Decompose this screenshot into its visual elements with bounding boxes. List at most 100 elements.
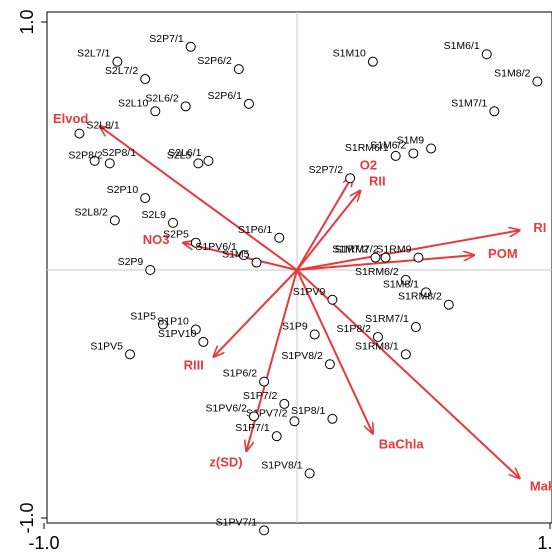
- site-label: S2P10: [107, 184, 139, 196]
- site-label: S1P8/1: [291, 405, 326, 417]
- vector-label: Elvod: [53, 111, 88, 126]
- site-label: S1RM8/1: [355, 340, 399, 352]
- site-point: [279, 398, 290, 409]
- site-point: [140, 193, 151, 204]
- site-label: S2P7/1: [149, 33, 184, 45]
- site-label: S2L9: [141, 209, 166, 221]
- vector-label: BaChla: [379, 437, 425, 452]
- site-label: S1P6/2: [223, 368, 258, 380]
- vector-arrow-rii: [296, 191, 360, 271]
- site-label: S1PV5: [90, 340, 123, 352]
- site-label: S1M7/1: [451, 97, 487, 109]
- y-tick-label: 1.0: [17, 9, 37, 34]
- site-point: [327, 413, 338, 424]
- vector-label: RIII: [184, 357, 204, 372]
- site-point: [259, 525, 270, 536]
- site-label: S2P5: [163, 229, 189, 241]
- site-label: S2P8/2: [68, 149, 103, 161]
- site-point: [489, 106, 500, 117]
- site-label: S1RM7/2: [335, 244, 379, 256]
- site-label: S2L7/2: [105, 65, 138, 77]
- site-point: [125, 349, 136, 360]
- site-point: [233, 64, 244, 75]
- site-label: S1M5: [222, 249, 250, 261]
- site-point: [271, 431, 282, 442]
- site-point: [238, 250, 249, 261]
- site-point: [367, 56, 378, 67]
- site-label: S1M6/1: [444, 40, 480, 52]
- site-label: S1RM9: [376, 244, 411, 256]
- site-label: S1RM6/2: [355, 266, 399, 278]
- site-label: S1P6/1: [238, 224, 273, 236]
- site-label: S2L5: [167, 149, 192, 161]
- site-point: [372, 331, 383, 342]
- vector-label: RI: [533, 220, 546, 235]
- site-label: S2P6/2: [197, 55, 232, 67]
- site-point: [203, 155, 214, 166]
- site-point: [345, 173, 356, 184]
- site-point: [309, 329, 320, 340]
- vector-label: z(SD): [209, 455, 242, 470]
- site-label: S1RM7/1: [365, 313, 409, 325]
- site-point: [140, 74, 151, 85]
- site-point: [243, 98, 254, 109]
- site-point: [157, 319, 168, 330]
- site-label: S1P5: [130, 311, 156, 323]
- vector-label: RII: [369, 173, 386, 188]
- site-point: [532, 76, 543, 87]
- site-label: S1P9: [282, 320, 308, 332]
- site-label: S1P10: [157, 316, 189, 328]
- x-tick-label: 1.0: [537, 533, 552, 553]
- vector-label: O2: [360, 157, 377, 172]
- site-point: [400, 274, 411, 285]
- site-label: S2L8/2: [75, 206, 108, 218]
- site-label: S1PV6/2: [206, 402, 248, 414]
- vector-arrow-bachla: [296, 269, 373, 434]
- site-label: S1PV7/1: [216, 516, 258, 528]
- site-label: S1M8/2: [494, 68, 530, 80]
- site-label: S1M6/2: [370, 139, 406, 151]
- site-point: [324, 359, 335, 370]
- site-point: [104, 158, 115, 169]
- site-label: S1RM8/2: [398, 291, 442, 303]
- site-point: [190, 324, 201, 335]
- vector-arrow-ri: [296, 230, 520, 271]
- plot-frame: [46, 11, 552, 524]
- site-point: [145, 265, 156, 275]
- site-point: [390, 150, 401, 161]
- site-point: [150, 106, 161, 117]
- site-label: S1PV8/2: [281, 350, 323, 362]
- site-label: S1M9: [397, 134, 425, 146]
- axis-ticks: -1.0 1.0 1.0 -1.0: [17, 9, 552, 553]
- vector-arrow-elvod: [100, 126, 298, 271]
- site-point: [380, 252, 391, 263]
- site-point: [185, 41, 196, 52]
- site-label: S2L7/1: [77, 48, 110, 60]
- site-label: S1PV8/1: [261, 459, 303, 471]
- x-tick-label: -1.0: [28, 533, 59, 553]
- site-point: [248, 411, 259, 422]
- y-tick-label: -1.0: [17, 502, 37, 533]
- site-point: [112, 56, 123, 67]
- vector-label: POM: [488, 246, 518, 261]
- site-point: [274, 232, 285, 243]
- site-point: [408, 148, 419, 159]
- site-point: [327, 294, 338, 305]
- site-label: S1M7/2: [332, 244, 368, 256]
- site-label: S1PV10: [158, 328, 197, 340]
- site-point: [400, 349, 411, 360]
- vector-label: Makrof: [530, 479, 552, 494]
- site-point: [304, 468, 315, 479]
- site-label: S2L6/2: [145, 92, 178, 104]
- site-point: [370, 252, 381, 263]
- vector-arrow-riii: [214, 269, 298, 357]
- site-point: [259, 376, 270, 387]
- site-point: [426, 143, 437, 154]
- site-point: [289, 416, 300, 427]
- site-label: S1P7/2: [243, 390, 278, 402]
- site-point: [421, 287, 432, 298]
- site-point: [193, 158, 204, 169]
- site-label: S1M8/1: [383, 278, 419, 290]
